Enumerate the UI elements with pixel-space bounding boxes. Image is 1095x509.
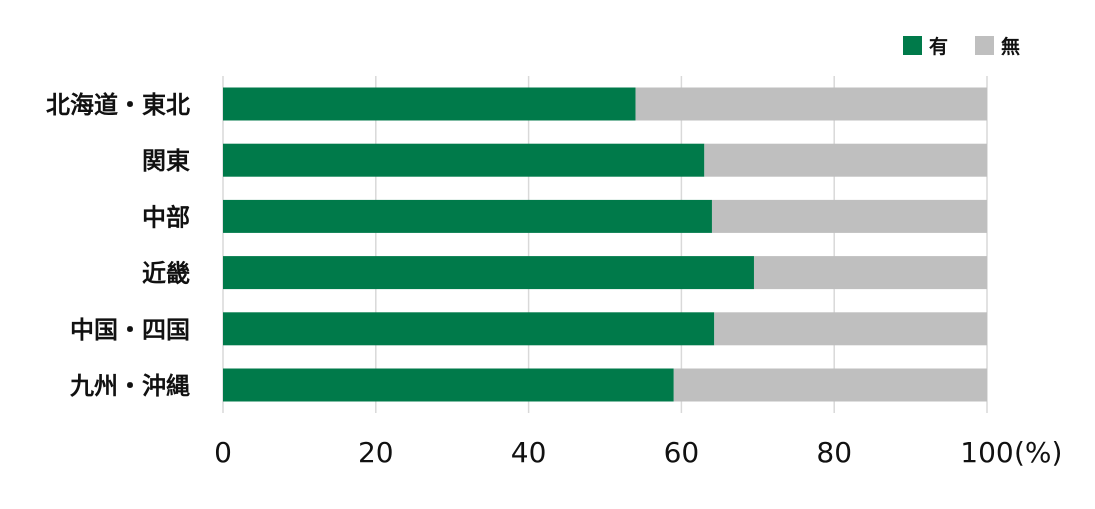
gridlines xyxy=(222,76,988,413)
bar-no-4 xyxy=(714,312,987,346)
bar-yes-4 xyxy=(223,312,715,346)
category-label-5: 九州・沖縄 xyxy=(69,372,190,400)
x-tick-label-80: 80 xyxy=(816,436,852,469)
legend-label-no: 無 xyxy=(1001,35,1020,58)
x-axis-tick-labels: 0 20 40 60 80 100 xyxy=(214,436,1014,469)
bar-no-2 xyxy=(711,199,987,233)
x-tick-label-100: 100 xyxy=(960,436,1013,469)
legend-swatch-no xyxy=(975,36,994,55)
bar-no-3 xyxy=(753,256,987,290)
legend-label-yes: 有 xyxy=(929,35,948,58)
x-tick-label-0: 0 xyxy=(214,436,232,469)
x-tick-label-40: 40 xyxy=(511,436,547,469)
bar-yes-5 xyxy=(223,368,674,402)
x-tick-label-60: 60 xyxy=(664,436,700,469)
x-axis-unit: (%) xyxy=(1014,436,1062,469)
category-label-4: 中国・四国 xyxy=(70,316,190,344)
legend: 有無 xyxy=(903,35,1020,58)
category-label-2: 中部 xyxy=(142,203,190,231)
bar-yes-0 xyxy=(223,87,636,121)
bar-no-1 xyxy=(704,143,987,177)
legend-swatch-yes xyxy=(903,36,922,55)
bars xyxy=(223,87,987,402)
category-label-0: 北海道・東北 xyxy=(46,91,190,119)
bar-yes-1 xyxy=(223,143,705,177)
bar-no-0 xyxy=(635,87,987,121)
bar-yes-3 xyxy=(223,256,754,290)
category-label-1: 関東 xyxy=(142,147,190,175)
x-tick-label-20: 20 xyxy=(358,436,394,469)
bar-yes-2 xyxy=(223,199,712,233)
category-label-3: 近畿 xyxy=(142,260,190,288)
bar-no-5 xyxy=(673,368,987,402)
